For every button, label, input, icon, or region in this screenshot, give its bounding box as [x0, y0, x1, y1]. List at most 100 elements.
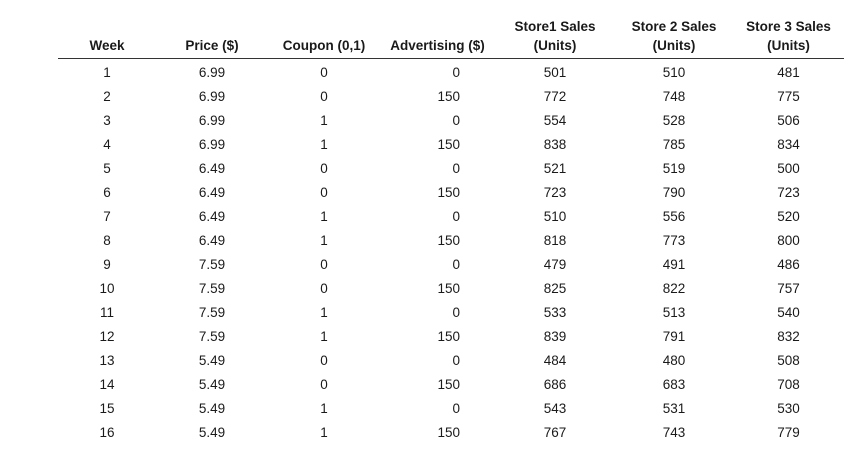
- cell-week: 7: [103, 209, 111, 224]
- cell-week: 6: [103, 185, 111, 200]
- cell-price: 6.49: [198, 209, 226, 224]
- cell-store1-sales: 479: [543, 257, 567, 272]
- cell-store1-sales: 838: [543, 137, 567, 152]
- cell-week: 1: [103, 65, 111, 80]
- table-row: 12 7.59 1 150 839 791 832: [58, 325, 844, 349]
- cell-week: 9: [103, 257, 111, 272]
- cell-coupon: 0: [320, 185, 328, 200]
- table-row: 11 7.59 1 0 533 513 540: [58, 301, 844, 325]
- table-row: 7 6.49 1 0 510 556 520: [58, 205, 844, 229]
- cell-price: 6.49: [198, 161, 226, 176]
- column-header-line: (Units): [533, 38, 577, 53]
- cell-store1-sales: 510: [543, 209, 567, 224]
- column-header-line: Coupon (0,1): [282, 38, 366, 53]
- cell-store1-sales: 521: [543, 161, 567, 176]
- cell-store3-sales: 486: [777, 257, 800, 272]
- cell-coupon: 0: [320, 377, 328, 392]
- cell-store1-sales: 767: [543, 425, 567, 440]
- cell-price: 5.49: [198, 377, 226, 392]
- column-header-store1-sales: Store1 Sales (Units): [495, 17, 615, 59]
- cell-advertising: 150: [437, 425, 460, 440]
- table-row: 9 7.59 0 0 479 491 486: [58, 253, 844, 277]
- cell-store2-sales: 531: [662, 401, 686, 416]
- cell-store2-sales: 510: [662, 65, 686, 80]
- cell-store2-sales: 513: [662, 305, 686, 320]
- cell-store2-sales: 556: [662, 209, 686, 224]
- cell-advertising: 0: [452, 65, 460, 80]
- cell-advertising: 0: [452, 113, 460, 128]
- cell-store1-sales: 723: [543, 185, 567, 200]
- cell-store2-sales: 748: [662, 89, 686, 104]
- header-row: Week Price ($) Coupon (0,1) Advertising ($)…: [58, 17, 844, 59]
- cell-coupon: 0: [320, 161, 328, 176]
- table-row: 2 6.99 0 150 772 748 775: [58, 85, 844, 109]
- column-header-line: (Units): [767, 38, 810, 53]
- cell-price: 7.59: [198, 305, 226, 320]
- cell-store1-sales: 825: [543, 281, 567, 296]
- cell-store3-sales: 800: [777, 233, 800, 248]
- cell-advertising: 150: [437, 329, 460, 344]
- cell-week: 16: [99, 425, 115, 440]
- column-header-store2-sales: Store 2 Sales (Units): [615, 17, 733, 59]
- cell-store3-sales: 530: [777, 401, 800, 416]
- cell-coupon: 1: [320, 305, 328, 320]
- table-row: 5 6.49 0 0 521 519 500: [58, 157, 844, 181]
- cell-price: 6.99: [198, 89, 226, 104]
- cell-store3-sales: 834: [777, 137, 800, 152]
- cell-store2-sales: 519: [662, 161, 686, 176]
- cell-price: 6.49: [198, 185, 226, 200]
- table-row: 14 5.49 0 150 686 683 708: [58, 373, 844, 397]
- cell-advertising: 150: [437, 281, 460, 296]
- column-header-line: Store1 Sales: [514, 19, 596, 34]
- cell-week: 2: [103, 89, 111, 104]
- table-row: 16 5.49 1 150 767 743 779: [58, 421, 844, 445]
- cell-advertising: 150: [437, 377, 460, 392]
- cell-store3-sales: 708: [777, 377, 800, 392]
- cell-coupon: 0: [320, 65, 328, 80]
- cell-coupon: 1: [320, 233, 328, 248]
- cell-coupon: 1: [320, 401, 328, 416]
- cell-store3-sales: 779: [777, 425, 800, 440]
- cell-price: 7.59: [198, 329, 226, 344]
- cell-coupon: 1: [320, 113, 328, 128]
- cell-week: 15: [99, 401, 115, 416]
- table-row: 6 6.49 0 150 723 790 723: [58, 181, 844, 205]
- table-row: 8 6.49 1 150 818 773 800: [58, 229, 844, 253]
- cell-store1-sales: 554: [543, 113, 567, 128]
- column-header-price: Price ($): [156, 17, 268, 59]
- cell-advertising: 0: [452, 353, 460, 368]
- cell-store2-sales: 528: [662, 113, 686, 128]
- cell-store1-sales: 839: [543, 329, 567, 344]
- sales-data-table-container: Week Price ($) Coupon (0,1) Advertising ($)…: [58, 17, 844, 445]
- cell-price: 6.99: [198, 137, 226, 152]
- cell-price: 6.49: [198, 233, 226, 248]
- column-header-week: Week: [58, 17, 156, 59]
- cell-store1-sales: 686: [543, 377, 567, 392]
- table-header: Week Price ($) Coupon (0,1) Advertising ($)…: [58, 17, 844, 59]
- sales-data-table: Week Price ($) Coupon (0,1) Advertising ($)…: [58, 17, 844, 445]
- cell-advertising: 150: [437, 185, 460, 200]
- cell-price: 6.99: [198, 113, 226, 128]
- cell-store1-sales: 533: [543, 305, 567, 320]
- cell-store2-sales: 773: [662, 233, 686, 248]
- cell-week: 10: [99, 281, 115, 296]
- cell-store1-sales: 818: [543, 233, 567, 248]
- cell-week: 3: [103, 113, 111, 128]
- cell-store3-sales: 506: [777, 113, 800, 128]
- cell-coupon: 0: [320, 281, 328, 296]
- column-header-line: Advertising ($): [390, 38, 485, 53]
- cell-coupon: 1: [320, 329, 328, 344]
- table-row: 3 6.99 1 0 554 528 506: [58, 109, 844, 133]
- cell-coupon: 1: [320, 209, 328, 224]
- cell-advertising: 150: [437, 233, 460, 248]
- cell-advertising: 150: [437, 137, 460, 152]
- cell-price: 7.59: [198, 281, 226, 296]
- cell-store3-sales: 775: [777, 89, 800, 104]
- cell-coupon: 0: [320, 257, 328, 272]
- cell-store2-sales: 790: [662, 185, 686, 200]
- cell-store2-sales: 822: [662, 281, 686, 296]
- cell-advertising: 0: [452, 257, 460, 272]
- table-row: 10 7.59 0 150 825 822 757: [58, 277, 844, 301]
- column-header-line: Price ($): [185, 38, 239, 53]
- cell-week: 12: [99, 329, 115, 344]
